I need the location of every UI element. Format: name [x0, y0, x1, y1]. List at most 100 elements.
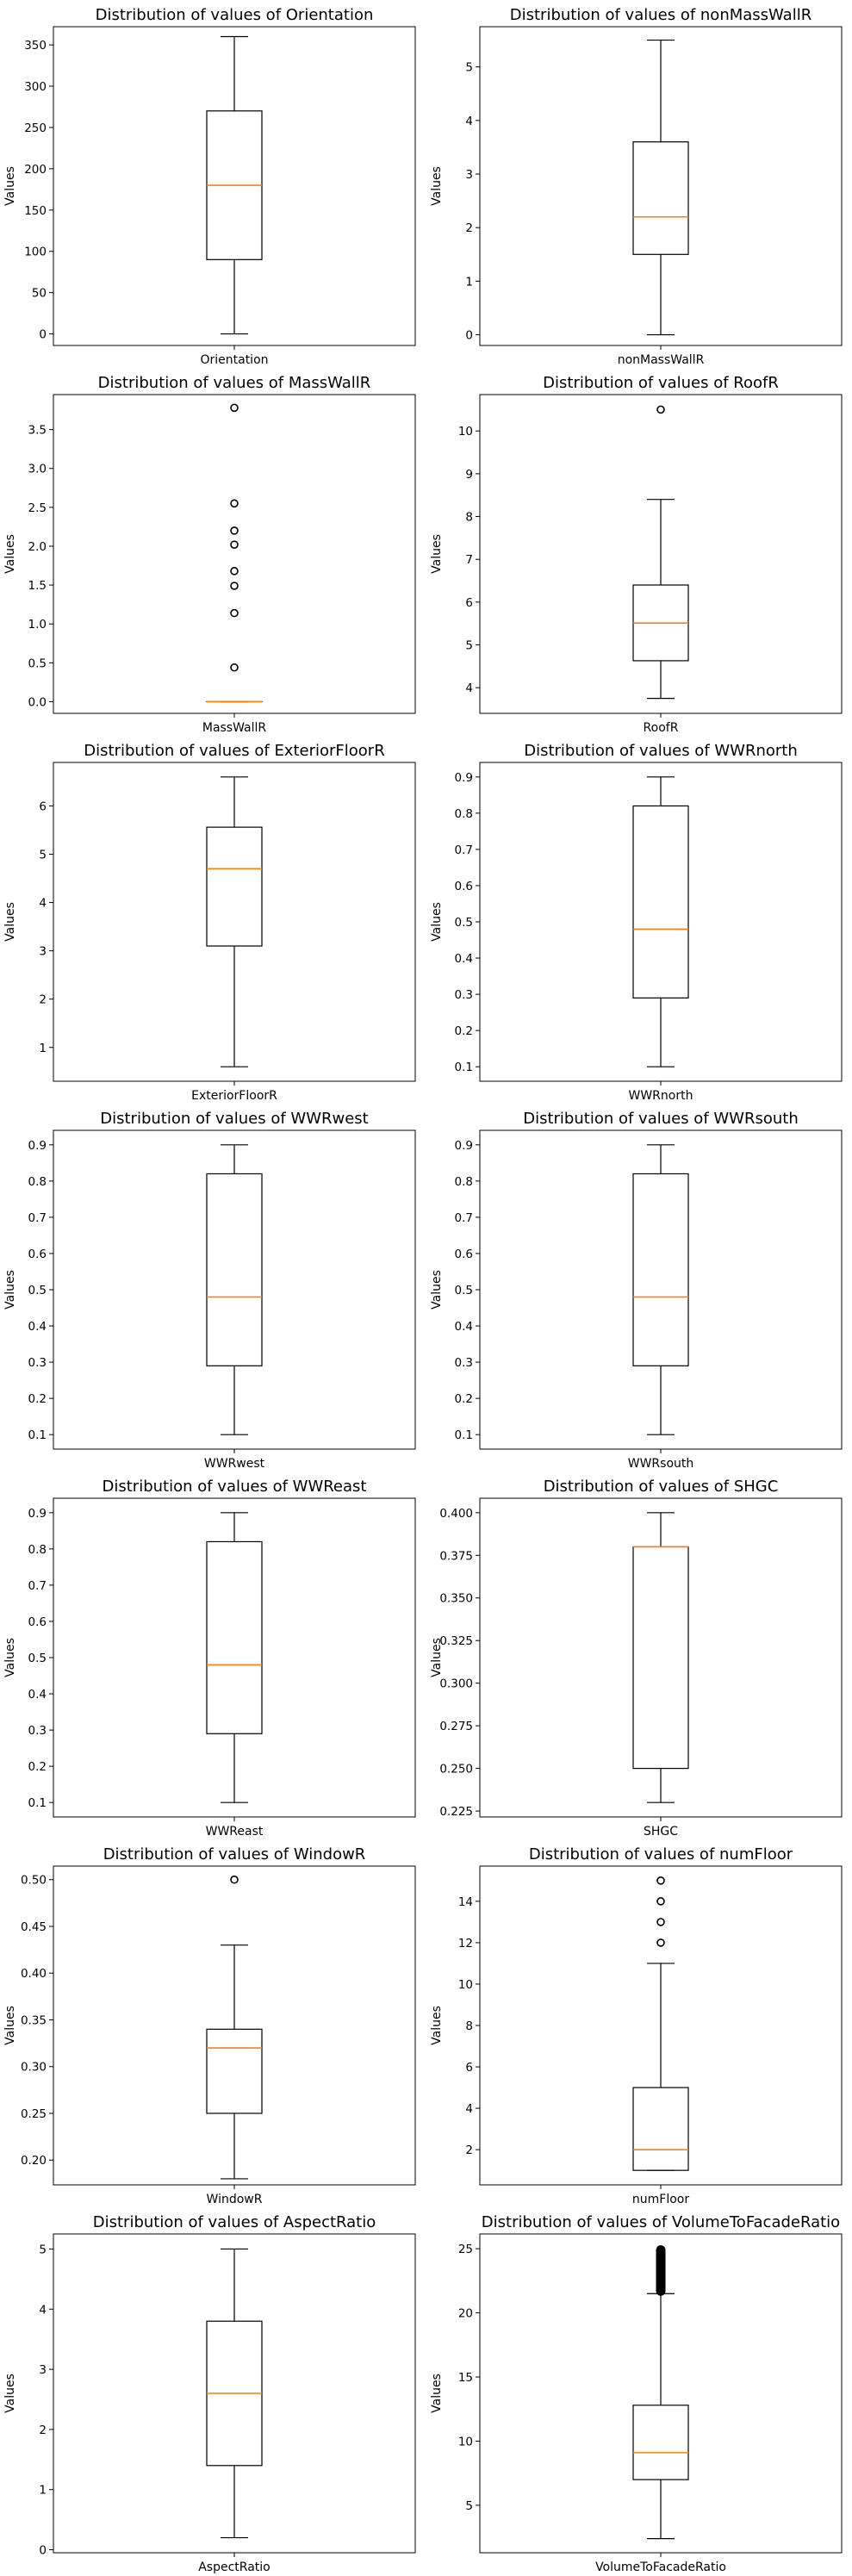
y-tick-label: 2.5 [28, 501, 47, 515]
outlier-point [230, 540, 239, 549]
x-tick-label: RoofR [644, 721, 679, 735]
chart-title: Distribution of values of WWRwest [100, 1110, 368, 1128]
outlier-point [656, 1918, 665, 1926]
outlier-point [230, 403, 239, 413]
y-tick-label: 0.45 [21, 1920, 47, 1934]
y-tick-label: 0.8 [455, 1175, 473, 1189]
y-tick-label: 3 [39, 2363, 47, 2377]
y-tick-label: 0.25 [21, 2107, 47, 2121]
y-tick-label: 0.2 [28, 1760, 47, 1774]
x-tick-label: WWRwest [204, 1457, 265, 1471]
y-axis-label: Values [3, 2374, 17, 2413]
y-tick-label: 0 [465, 329, 473, 343]
y-tick-label: 1 [465, 275, 473, 289]
boxplot-panel: Distribution of values of WWReast 0.1 0.2 0… [3, 1478, 416, 1839]
y-axis-label: Values [430, 534, 444, 574]
y-tick-label: 12 [458, 1937, 473, 1951]
y-tick-label: 3.5 [28, 424, 47, 438]
iqr-box [632, 141, 689, 255]
y-tick-label: 0.6 [455, 880, 473, 893]
y-axis-label: Values [430, 902, 444, 942]
y-tick-label: 5 [39, 2243, 47, 2256]
iqr-box [206, 1173, 263, 1366]
outlier-point [656, 405, 665, 414]
outlier-point [230, 526, 239, 535]
y-tick-label: 1 [39, 1042, 47, 1055]
y-tick-label: 6 [465, 596, 473, 610]
y-tick-label: 350 [24, 39, 47, 53]
y-tick-label: 0.9 [455, 1139, 473, 1153]
y-tick-label: 0.8 [28, 1175, 47, 1189]
x-tick-label: VolumeToFacadeRatio [595, 2560, 726, 2574]
x-tick-label: ExteriorFloorR [191, 1089, 277, 1103]
chart-title: Distribution of values of RoofR [543, 374, 779, 392]
x-tick-label: nonMassWallR [618, 353, 705, 367]
boxplot-panel: Distribution of values of RoofR 4 5 6 7 8 9 10 R… [430, 374, 843, 735]
chart-title: Distribution of values of WWRnorth [524, 742, 798, 760]
y-tick-label: 0.3 [455, 988, 473, 1002]
y-tick-label: 0.1 [455, 1428, 473, 1442]
y-tick-label: 1.5 [28, 579, 47, 593]
y-tick-label: 7 [465, 553, 473, 567]
y-tick-label: 20 [458, 2307, 473, 2321]
y-tick-label: 10 [458, 425, 473, 439]
iqr-box [206, 2028, 263, 2114]
y-tick-label: 0.1 [455, 1061, 473, 1074]
y-tick-label: 0.3 [455, 1356, 473, 1370]
y-tick-label: 0.35 [21, 2013, 47, 2027]
y-tick-label: 0.5 [28, 656, 47, 670]
outlier-point [230, 1875, 239, 1884]
iqr-box [632, 2087, 689, 2171]
y-tick-label: 0.2 [455, 1392, 473, 1406]
y-tick-label: 150 [24, 204, 47, 218]
y-tick-label: 9 [465, 468, 473, 482]
y-tick-label: 0.3 [28, 1724, 47, 1738]
x-tick-label: WWReast [206, 1825, 264, 1839]
boxplot-panel: Distribution of values of WindowR 0.20 0.2… [3, 1845, 416, 2206]
y-tick-label: 0.5 [455, 916, 473, 930]
outlier-point [230, 567, 239, 576]
y-axis-label: Values [3, 902, 17, 942]
y-tick-label: 5 [465, 2499, 473, 2513]
y-tick-label: 10 [458, 1978, 473, 1992]
y-tick-label: 0.8 [455, 807, 473, 821]
y-tick-label: 50 [32, 287, 47, 301]
chart-title: Distribution of values of WWReast [103, 1478, 367, 1496]
y-tick-label: 8 [465, 511, 473, 525]
outlier-point [656, 1897, 665, 1906]
y-tick-label: 4 [465, 681, 473, 695]
chart-title: Distribution of values of numFloor [529, 1845, 793, 1864]
y-tick-label: 0.8 [28, 1543, 47, 1557]
y-tick-label: 5 [465, 639, 473, 653]
y-tick-label: 2.0 [28, 540, 47, 554]
chart-title: Distribution of values of AspectRatio [93, 2213, 376, 2231]
y-tick-label: 6 [39, 800, 47, 813]
iqr-box [206, 826, 263, 947]
outlier-point [230, 663, 239, 672]
y-axis-label: Values [3, 166, 17, 206]
y-tick-label: 4 [465, 115, 473, 128]
y-tick-label: 0.5 [28, 1652, 47, 1665]
y-tick-label: 0.7 [455, 1211, 473, 1225]
y-tick-label: 0.7 [455, 843, 473, 857]
y-tick-label: 0.50 [21, 1874, 47, 1888]
boxplot-panel: Distribution of values of nonMassWallR 0 1… [430, 6, 843, 367]
y-tick-label: 1.0 [28, 618, 47, 632]
y-axis-label: Values [430, 1270, 444, 1310]
y-tick-label: 5 [465, 61, 473, 75]
iqr-box [206, 1540, 263, 1734]
outlier-point [230, 582, 239, 590]
axes-frame [53, 394, 416, 714]
chart-title: Distribution of values of VolumeToFacade… [482, 2213, 840, 2231]
y-axis-label: Values [430, 1638, 444, 1677]
y-axis-label: Values [430, 2374, 444, 2413]
y-tick-label: 300 [24, 80, 47, 94]
y-tick-label: 2 [465, 2144, 473, 2157]
boxplot-panel: Distribution of values of WWRnorth 0.1 0.2… [430, 742, 843, 1103]
outlier-point [656, 1938, 665, 1947]
y-tick-label: 0.4 [28, 1320, 47, 1334]
y-tick-label: 0.30 [21, 2061, 47, 2075]
y-tick-label: 0.7 [28, 1579, 47, 1593]
y-tick-label: 2 [39, 993, 47, 1007]
